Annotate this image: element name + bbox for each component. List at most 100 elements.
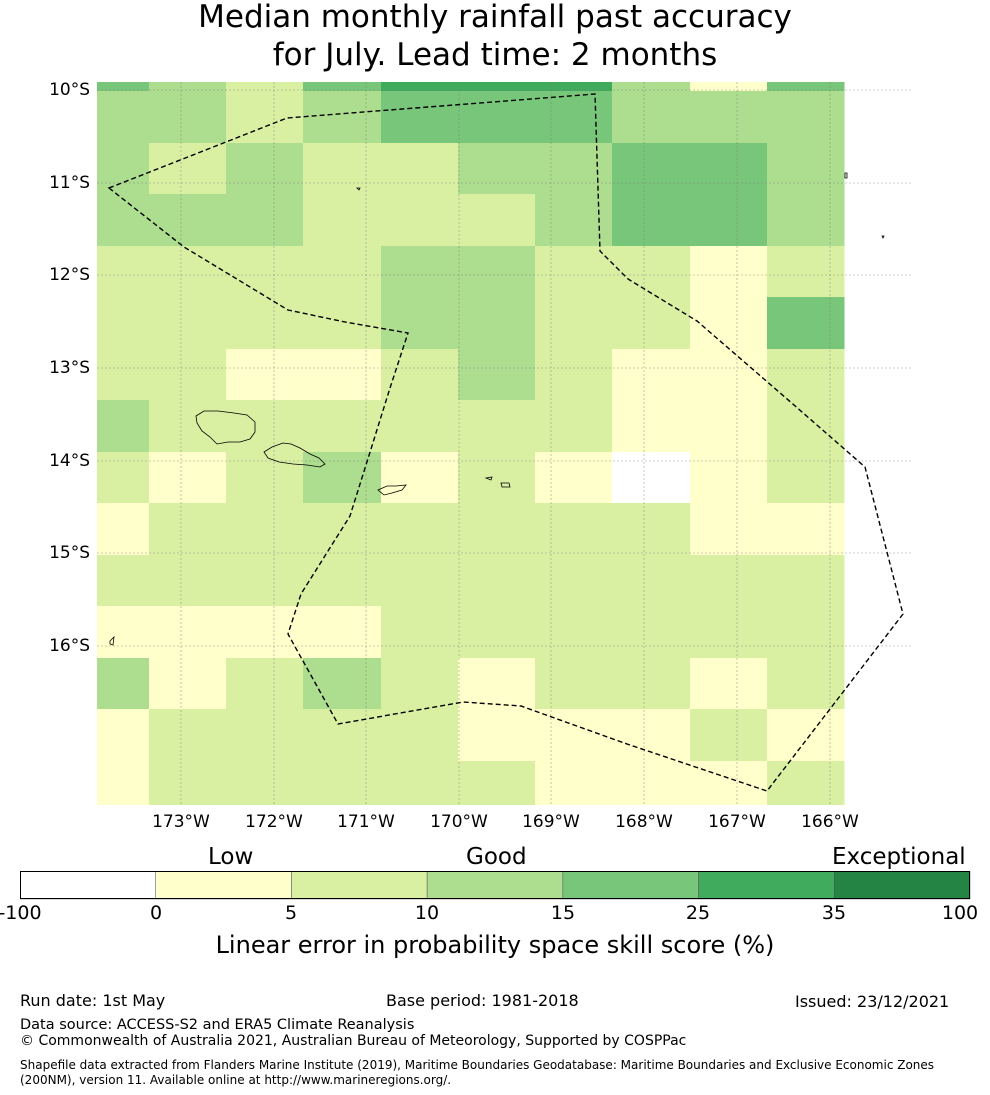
skill-grid-cell xyxy=(97,297,150,350)
colorbar-bin xyxy=(698,871,835,900)
skill-grid-cell xyxy=(149,82,227,92)
skill-grid-cell xyxy=(303,143,382,195)
lon-label-169w: 169°W xyxy=(522,812,580,832)
skill-grid-cell xyxy=(535,194,613,247)
lon-label-167w: 167°W xyxy=(708,812,766,832)
skill-grid-cell xyxy=(690,194,768,247)
skill-grid-cell xyxy=(381,503,459,556)
skill-grid-cell xyxy=(535,246,613,298)
upolu-island xyxy=(263,442,326,468)
skill-grid-cell xyxy=(690,452,768,504)
skill-grid-cell xyxy=(303,349,382,401)
skill-grid-cell xyxy=(767,555,845,607)
tokelau-atoll xyxy=(844,172,848,179)
skill-grid-cell xyxy=(226,246,304,298)
skill-grid-cell xyxy=(149,349,227,401)
skill-grid-cell xyxy=(97,82,150,92)
shapefile-credit-line-1: Shapefile data extracted from Flanders M… xyxy=(20,1058,935,1072)
base-period: Base period: 1981-2018 xyxy=(386,991,579,1010)
skill-grid-cell xyxy=(767,143,845,195)
skill-grid-cell xyxy=(458,297,536,350)
skill-grid-cell xyxy=(149,400,227,453)
skill-grid-cell xyxy=(458,761,536,805)
skill-grid-cell xyxy=(458,349,536,401)
skill-grid-cell xyxy=(612,761,691,805)
skill-grid-cell xyxy=(767,400,845,453)
colorbar-tick-minus100: -100 xyxy=(0,902,42,924)
skill-grid-cell xyxy=(97,555,150,607)
islet-west xyxy=(109,635,115,646)
skill-grid-cell xyxy=(149,709,227,762)
map-title-line-1: Median monthly rainfall past accuracy xyxy=(198,0,792,35)
colorbar-bin xyxy=(562,871,699,900)
skill-grid-cell xyxy=(535,503,613,556)
skill-grid-cell xyxy=(458,82,536,92)
skill-grid-cell xyxy=(535,606,613,659)
samoa-islands xyxy=(109,172,885,646)
skill-grid-cell xyxy=(97,452,150,504)
lat-label-14s: 14°S xyxy=(49,451,90,471)
skill-grid-cell xyxy=(535,143,613,195)
colorbar-bin xyxy=(20,871,156,900)
skill-grid-cell xyxy=(381,143,459,195)
skill-grid-cell xyxy=(458,194,536,247)
skill-grid-cell xyxy=(226,452,304,504)
lon-label-172w: 172°W xyxy=(245,812,303,832)
skill-grid-cells xyxy=(97,82,845,805)
ofu-olosega-island xyxy=(484,476,493,481)
skill-grid-cell xyxy=(97,246,150,298)
skill-grid-cell xyxy=(690,503,768,556)
skill-grid-cell xyxy=(767,503,845,556)
skill-grid-cell xyxy=(690,297,768,350)
skill-grid-cell xyxy=(303,297,382,350)
skill-grid-cell xyxy=(149,246,227,298)
colorbar xyxy=(20,871,971,900)
copyright: © Commonwealth of Australia 2021, Austra… xyxy=(20,1033,687,1049)
skill-grid-cell xyxy=(612,606,691,659)
skill-grid-cell xyxy=(612,452,691,504)
skill-grid-cell xyxy=(97,503,150,556)
skill-grid-cell xyxy=(767,606,845,659)
colorbar-bin xyxy=(834,871,971,900)
skill-grid-cell xyxy=(303,658,382,710)
skill-grid-cell xyxy=(97,349,150,401)
skill-grid-cell xyxy=(226,297,304,350)
skill-grid-cell xyxy=(767,349,845,401)
skill-grid-cell xyxy=(767,709,845,762)
colorbar-tick-100: 100 xyxy=(941,902,979,924)
skill-grid-cell xyxy=(690,143,768,195)
skill-grid-cell xyxy=(690,349,768,401)
legend-category-exceptional: Exceptional xyxy=(832,844,966,870)
tau-island xyxy=(500,482,511,488)
skill-grid-cell xyxy=(690,761,768,805)
skill-grid-cell xyxy=(767,297,845,350)
skill-grid-cell xyxy=(97,91,150,144)
skill-grid-cell xyxy=(303,82,382,92)
skill-grid-cell xyxy=(612,246,691,298)
skill-grid-cell xyxy=(381,194,459,247)
lon-label-173w: 173°W xyxy=(152,812,210,832)
skill-grid-cell xyxy=(303,709,382,762)
skill-grid-cell xyxy=(97,606,150,659)
skill-grid-cell xyxy=(690,246,768,298)
skill-grid-cell xyxy=(381,606,459,659)
graticule xyxy=(97,82,913,805)
skill-grid-cell xyxy=(458,400,536,453)
skill-grid-cell xyxy=(458,452,536,504)
skill-grid-cell xyxy=(97,400,150,453)
skill-grid-cell xyxy=(303,761,382,805)
skill-grid-cell xyxy=(690,91,768,144)
issued-date: Issued: 23/12/2021 xyxy=(795,992,950,1011)
lat-label-15s: 15°S xyxy=(49,543,90,563)
skill-grid-cell xyxy=(303,606,382,659)
skill-grid-cell xyxy=(612,91,691,144)
skill-grid-cell xyxy=(149,658,227,710)
skill-grid-cell xyxy=(690,82,768,92)
skill-grid-cell xyxy=(226,658,304,710)
skill-grid-cell xyxy=(303,400,382,453)
skill-grid-cell xyxy=(226,194,304,247)
skill-grid-cell xyxy=(535,82,613,92)
colorbar-outline xyxy=(20,871,970,899)
skill-grid-cell xyxy=(690,709,768,762)
colorbar-label: Linear error in probability space skill … xyxy=(215,931,775,959)
